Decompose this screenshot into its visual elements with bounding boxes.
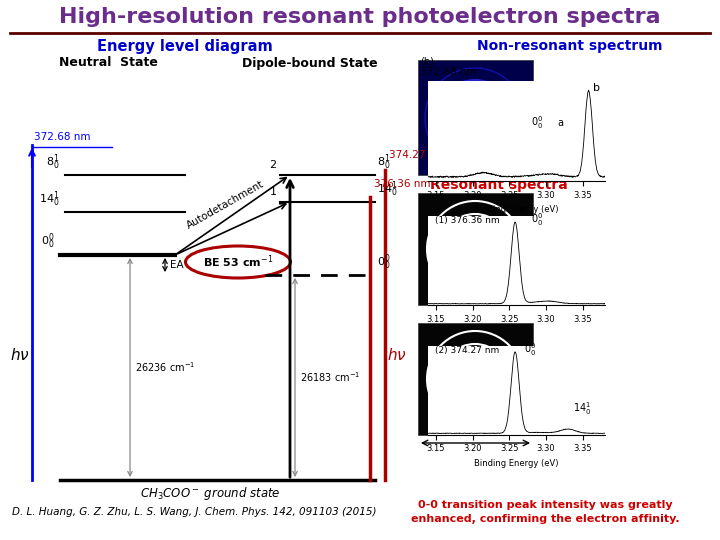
Circle shape (472, 115, 478, 121)
Text: D. L. Huang, G. Z. Zhu, L. S. Wang, J. Chem. Phys. 142, 091103 (2015): D. L. Huang, G. Z. Zhu, L. S. Wang, J. C… (12, 507, 377, 517)
Text: $h\nu$: $h\nu$ (10, 347, 30, 363)
Text: 1: 1 (269, 187, 276, 197)
Text: $14_0^1$: $14_0^1$ (40, 190, 60, 209)
Text: a: a (557, 118, 563, 128)
Text: b: b (593, 83, 600, 93)
Bar (418, 193, 533, 305)
Text: 0-0 transition peak intensity was greatly
enhanced, confirming the electron affi: 0-0 transition peak intensity was greatl… (410, 501, 679, 524)
Text: 372.68 nm: 372.68 nm (34, 132, 91, 142)
Text: (b): (b) (420, 57, 434, 67)
Bar (418, 60, 533, 175)
Text: Non-resonant spectrum: Non-resonant spectrum (477, 39, 662, 53)
Text: EA: EA (170, 260, 184, 270)
Text: $0_0^0$: $0_0^0$ (531, 114, 543, 131)
Text: 372.68 nm: 372.68 nm (420, 67, 477, 77)
Text: Energy level diagram: Energy level diagram (97, 38, 273, 53)
Text: $14_0^{1}$: $14_0^{1}$ (377, 179, 397, 199)
X-axis label: Binding Energy (eV): Binding Energy (eV) (474, 205, 559, 214)
Text: Dipole-bound State: Dipole-bound State (242, 57, 378, 70)
Text: $0_0^0$: $0_0^0$ (42, 232, 55, 251)
Text: 376.36 nm: 376.36 nm (374, 179, 431, 189)
Text: $14_0^1$: $14_0^1$ (573, 401, 591, 417)
Text: $h\nu$: $h\nu$ (387, 347, 407, 363)
Text: $0_0^0$: $0_0^0$ (531, 211, 543, 228)
Text: $8_0^1$: $8_0^1$ (47, 152, 60, 172)
Text: Autodetachment: Autodetachment (184, 179, 266, 231)
Text: High-resolution resonant photoelectron spectra: High-resolution resonant photoelectron s… (59, 7, 661, 27)
Text: Neutral  State: Neutral State (58, 57, 158, 70)
Text: $0_0^{0}$: $0_0^{0}$ (377, 252, 390, 272)
Text: Resonant spectra: Resonant spectra (430, 178, 568, 192)
Text: $0_0^0$: $0_0^0$ (523, 341, 536, 357)
Text: 374.27 nm: 374.27 nm (389, 150, 446, 160)
X-axis label: Binding Energy (eV): Binding Energy (eV) (474, 459, 559, 468)
Text: 26236 cm$^{-1}$: 26236 cm$^{-1}$ (135, 361, 195, 374)
Text: $8_0^{1}$: $8_0^{1}$ (377, 152, 390, 172)
Text: (1) 376.36 nm: (1) 376.36 nm (436, 216, 500, 225)
Text: CH$_3$COO$^-$ ground state: CH$_3$COO$^-$ ground state (140, 485, 280, 503)
Text: 2: 2 (269, 160, 276, 170)
Text: BE 53 cm$^{-1}$: BE 53 cm$^{-1}$ (203, 254, 273, 271)
Bar (418, 323, 533, 435)
Text: 26183 cm$^{-1}$: 26183 cm$^{-1}$ (300, 370, 361, 384)
Text: (2) 374.27 nm: (2) 374.27 nm (436, 346, 500, 355)
